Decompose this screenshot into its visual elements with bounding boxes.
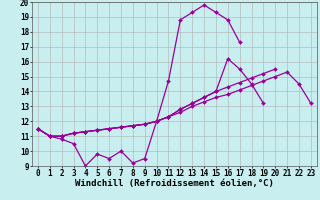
X-axis label: Windchill (Refroidissement éolien,°C): Windchill (Refroidissement éolien,°C) (75, 179, 274, 188)
